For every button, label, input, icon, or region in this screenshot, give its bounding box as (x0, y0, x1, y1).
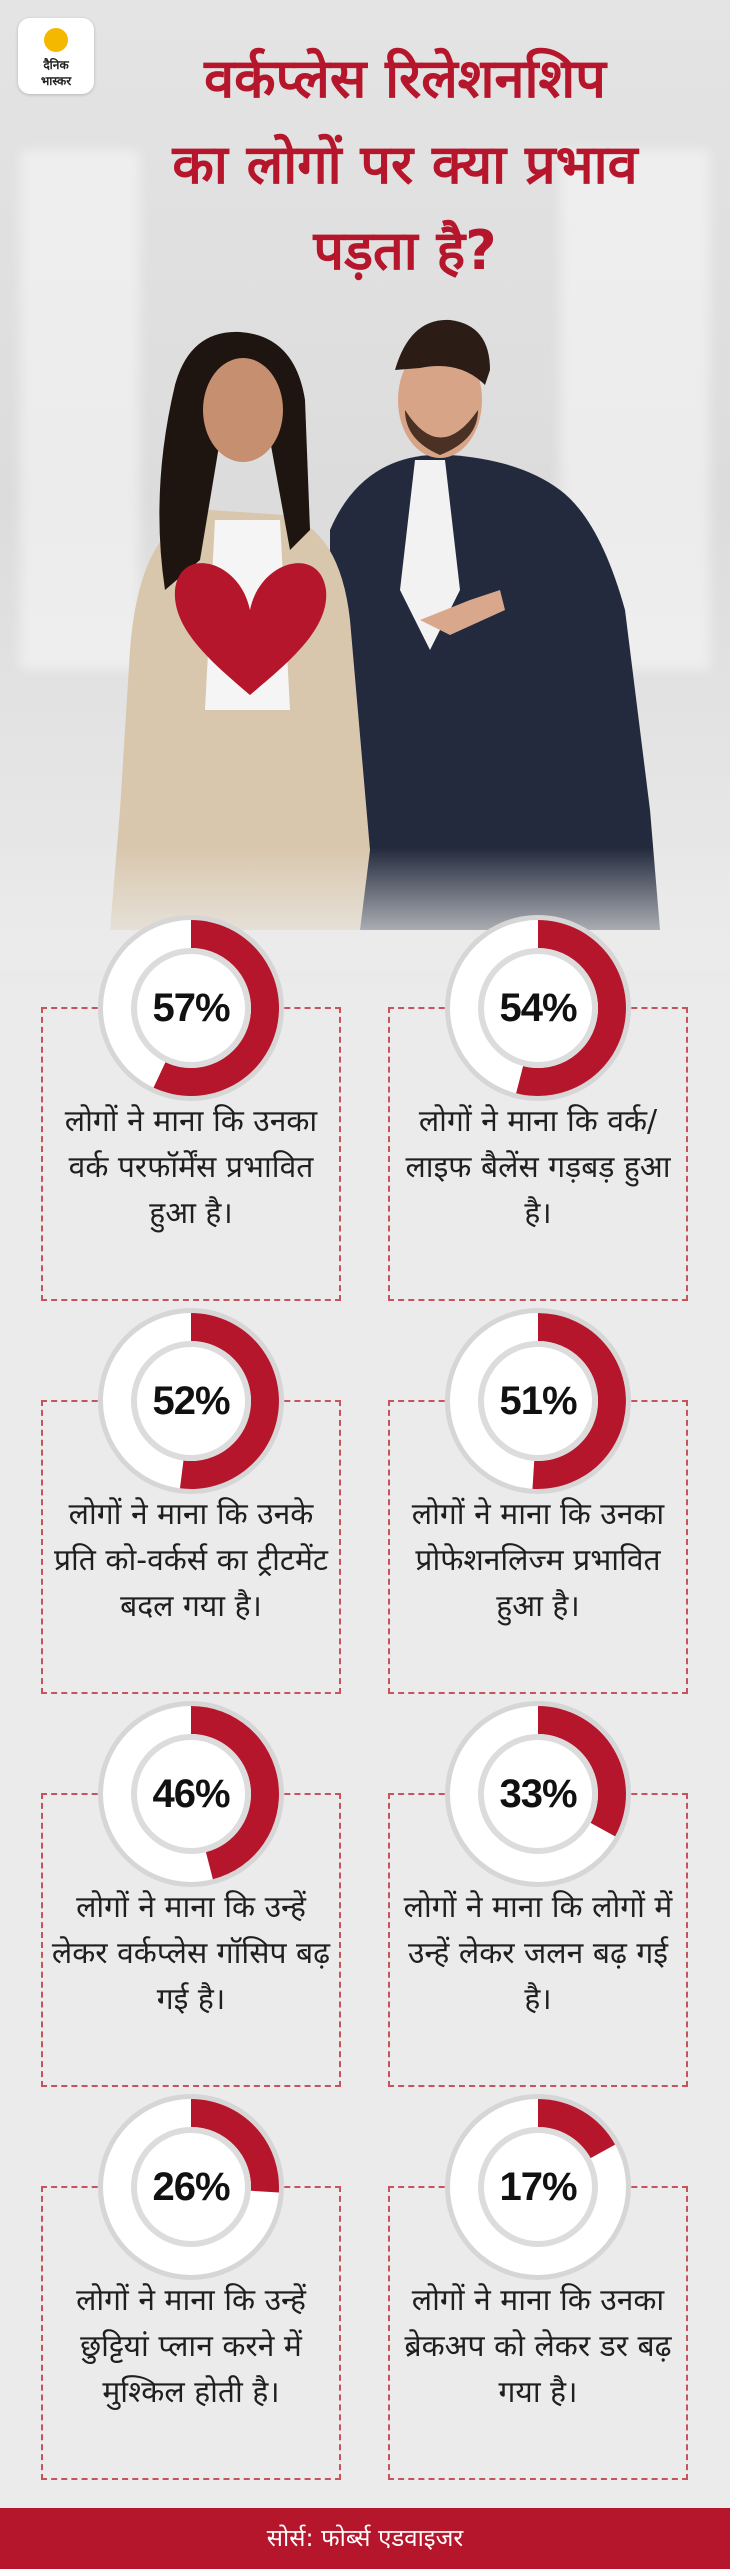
stat-card: लोगों ने माना कि वर्क/लाइफ बैलेंस गड़बड़… (388, 1007, 688, 1301)
donut-chart: 46% (96, 1699, 286, 1889)
page-title: वर्कप्लेस रिलेशनशिप का लोगों पर क्या प्र… (95, 36, 715, 294)
donut-svg (98, 915, 284, 1101)
donut-slice (191, 2099, 280, 2193)
donut-slice (538, 2099, 616, 2159)
donut-hole (484, 1740, 592, 1848)
stat-card: लोगों ने माना कि लोगों में उन्हें लेकर ज… (388, 1793, 688, 2087)
donut-slice (538, 1706, 626, 1837)
stat-text: लोगों ने माना कि उनका ब्रेकअप को लेकर डर… (404, 2283, 672, 2410)
donut-svg (98, 1308, 284, 1494)
donut-hole (137, 1347, 245, 1455)
percent-label: 26% (152, 2165, 230, 2209)
donut-chart: 54% (443, 913, 633, 1103)
donut-chart: 17% (443, 2092, 633, 2282)
donut-slice (179, 1313, 279, 1489)
donut-slice (532, 1313, 626, 1489)
donut-svg (445, 1701, 631, 1887)
donut-chart: 33% (443, 1699, 633, 1889)
stat-card: लोगों ने माना कि उनके प्रति को-वर्कर्स क… (41, 1400, 341, 1694)
title-line: वर्कप्लेस रिलेशनशिप (204, 47, 606, 110)
stat-card: लोगों ने माना कि उनका प्रोफेशनलिज्म प्रभ… (388, 1400, 688, 1694)
stat-text: लोगों ने माना कि उन्हें छुट्टियां प्लान … (76, 2283, 306, 2410)
percent-label: 51% (499, 1379, 577, 1423)
donut-slice (516, 920, 626, 1096)
stat-text: लोगों ने माना कि लोगों में उन्हें लेकर ज… (403, 1890, 673, 2017)
stat-text: लोगों ने माना कि उन्हें लेकर वर्कप्लेस ग… (51, 1890, 331, 2017)
donut-hole (137, 2133, 245, 2241)
donut-hole (137, 1740, 245, 1848)
sun-icon (44, 28, 68, 52)
percent-label: 46% (152, 1772, 230, 1816)
source-footer: सोर्स: फोर्ब्स एडवाइजर (0, 2508, 730, 2569)
stat-text: लोगों ने माना कि उनके प्रति को-वर्कर्स क… (53, 1497, 329, 1624)
donut-svg (445, 1308, 631, 1494)
donut-svg (98, 1701, 284, 1887)
stat-card: लोगों ने माना कि उन्हें लेकर वर्कप्लेस ग… (41, 1793, 341, 2087)
brand-logo: दैनिक भास्कर (18, 18, 94, 94)
donut-slice (153, 920, 280, 1096)
title-line: का लोगों पर क्या प्रभाव (172, 133, 638, 196)
donut-svg (445, 2094, 631, 2280)
stat-card: लोगों ने माना कि उनका वर्क परफॉर्मेंस प्… (41, 1007, 341, 1301)
percent-label: 57% (152, 986, 230, 1030)
donut-svg (445, 915, 631, 1101)
donut-slice (191, 1706, 280, 1880)
stat-card: लोगों ने माना कि उनका ब्रेकअप को लेकर डर… (388, 2186, 688, 2480)
donut-hole (484, 2133, 592, 2241)
percent-label: 17% (499, 2165, 577, 2209)
donut-hole (137, 954, 245, 1062)
brand-line-1: दैनिक (43, 58, 69, 72)
donut-hole (484, 1347, 592, 1455)
stat-text: लोगों ने माना कि उनका वर्क परफॉर्मेंस प्… (64, 1104, 318, 1231)
donut-chart: 57% (96, 913, 286, 1103)
stat-text: लोगों ने माना कि वर्क/लाइफ बैलेंस गड़बड़… (405, 1104, 671, 1231)
brand-line-2: भास्कर (40, 74, 72, 88)
couple-photo (0, 290, 730, 970)
donut-hole (484, 954, 592, 1062)
percent-label: 52% (152, 1379, 230, 1423)
percent-label: 54% (499, 986, 577, 1030)
donut-chart: 26% (96, 2092, 286, 2282)
stat-text: लोगों ने माना कि उनका प्रोफेशनलिज्म प्रभ… (411, 1497, 665, 1624)
percent-label: 33% (499, 1772, 577, 1816)
donut-chart: 51% (443, 1306, 633, 1496)
title-line: पड़ता है? (313, 219, 497, 282)
donut-svg (98, 2094, 284, 2280)
donut-chart: 52% (96, 1306, 286, 1496)
